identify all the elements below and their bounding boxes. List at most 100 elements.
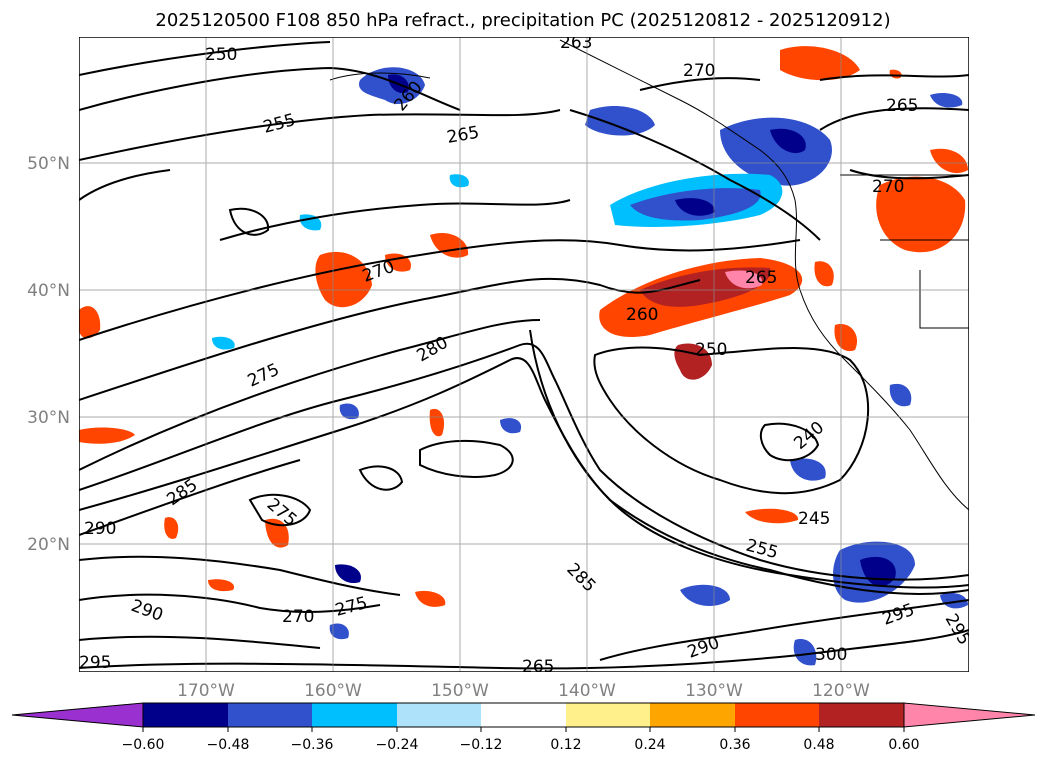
precip-blob	[770, 128, 806, 154]
precip-blob	[79, 427, 135, 444]
lon-label-140w: 140°W	[558, 681, 616, 701]
contour-line	[79, 41, 331, 76]
colorbar-tick-label: −0.24	[376, 737, 419, 753]
contour-line	[79, 109, 561, 161]
contour-line	[79, 169, 171, 201]
colorbar-swatch	[650, 703, 735, 727]
precip-positive-shading	[79, 46, 968, 607]
contour-line	[759, 422, 820, 462]
contour-line	[79, 635, 321, 649]
contour-line	[419, 439, 514, 478]
contour-line	[79, 629, 969, 670]
coastline-west-us	[794, 199, 969, 511]
contour-line	[79, 277, 701, 401]
precip-blob	[500, 418, 522, 434]
lon-label-170w: 170°W	[177, 681, 235, 701]
contour-line	[819, 107, 969, 131]
precip-blob	[814, 261, 834, 287]
contour-labels: 250 255 260 265 265 265 270 270 270 275 …	[79, 33, 969, 677]
colorbar-swatch	[819, 703, 904, 727]
gridlines	[79, 37, 969, 672]
contour-line	[79, 459, 301, 536]
lon-label-150w: 150°W	[431, 681, 489, 701]
colorbar: −0.60 −0.48 −0.36 −0.24 −0.12 0.12 0.24 …	[11, 702, 1036, 753]
precip-blob	[335, 564, 361, 584]
precip-blob	[720, 117, 832, 186]
contour-line	[79, 555, 401, 596]
refractivity-contours	[79, 41, 969, 670]
coastline-aleutians	[329, 72, 431, 81]
precip-blob	[889, 383, 912, 407]
longitude-labels: 170°W 160°W 150°W 140°W 130°W 120°W	[177, 681, 870, 701]
lat-label-30n: 30°N	[27, 408, 70, 428]
precip-blob	[415, 590, 446, 607]
lat-label-40n: 40°N	[27, 281, 70, 301]
contour-label: 263	[560, 33, 592, 53]
contour-label: 290	[84, 519, 116, 539]
precip-blob	[585, 105, 655, 136]
contour-label: 265	[745, 268, 777, 288]
contour-line	[593, 346, 870, 495]
contour-line	[849, 169, 969, 180]
contour-line	[79, 593, 381, 613]
precip-blob	[940, 593, 968, 609]
contour-label: 250	[695, 340, 727, 360]
contour-label: 300	[815, 645, 847, 665]
contour-line	[819, 74, 969, 81]
precip-blob	[780, 46, 860, 81]
colorbar-tick-label: 0.24	[634, 737, 665, 753]
colorbar-tick-label: −0.36	[291, 737, 334, 753]
map-title: 2025120500 F108 850 hPa refract., precip…	[155, 10, 890, 31]
contour-line	[248, 493, 312, 527]
colorbar-tick-label: 0.36	[719, 737, 750, 753]
contour-line	[529, 329, 969, 589]
contour-label: 270	[872, 177, 904, 197]
colorbar-tick-label: 0.48	[803, 737, 834, 753]
contour-label: 270	[683, 61, 715, 81]
precip-blob	[430, 232, 469, 258]
colorbar-tick-marks	[142, 727, 905, 732]
precip-blob	[212, 336, 235, 350]
precip-blob	[329, 623, 349, 640]
precip-blob	[790, 458, 826, 481]
colorbar-swatch	[312, 703, 397, 727]
lat-label-50n: 50°N	[27, 154, 70, 174]
contour-line	[79, 319, 541, 471]
colorbar-tick-label: 0.60	[888, 737, 919, 753]
coastlines	[329, 39, 969, 511]
coastline-alaska	[559, 39, 796, 201]
precip-blob	[339, 403, 359, 420]
contour-line	[228, 207, 270, 236]
contour-label: 260	[626, 305, 658, 325]
lon-label-130w: 130°W	[685, 681, 743, 701]
precip-blob	[745, 508, 799, 524]
precip-blob	[834, 324, 858, 352]
contour-label: 295	[79, 653, 111, 673]
colorbar-swatch	[481, 703, 566, 727]
precip-blob	[930, 93, 963, 108]
precip-blob	[876, 176, 966, 253]
colorbar-extend-low	[11, 702, 144, 728]
contour-label: 265	[886, 96, 918, 116]
colorbar-tick-label: −0.48	[207, 737, 250, 753]
lon-label-120w: 120°W	[812, 681, 870, 701]
contour-line	[79, 239, 801, 341]
colorbar-swatch	[397, 703, 481, 727]
precip-blob	[793, 639, 817, 666]
colorbar-tick-label: 0.12	[550, 737, 581, 753]
precip-blob	[675, 198, 715, 216]
precip-blob	[208, 579, 235, 592]
contour-line	[219, 199, 571, 241]
precip-blob	[429, 408, 445, 437]
contour-label: 270	[282, 607, 314, 627]
contour-line	[79, 342, 969, 581]
colorbar-frame	[142, 702, 905, 728]
colorbar-extend-high	[903, 702, 1036, 728]
contour-line	[358, 465, 404, 491]
precip-blob	[680, 584, 730, 606]
contour-line	[599, 599, 969, 661]
colorbar-swatch	[735, 703, 819, 727]
lat-label-20n: 20°N	[27, 535, 70, 555]
contour-label: 265	[522, 657, 554, 677]
colorbar-tick-label: −0.12	[460, 737, 503, 753]
